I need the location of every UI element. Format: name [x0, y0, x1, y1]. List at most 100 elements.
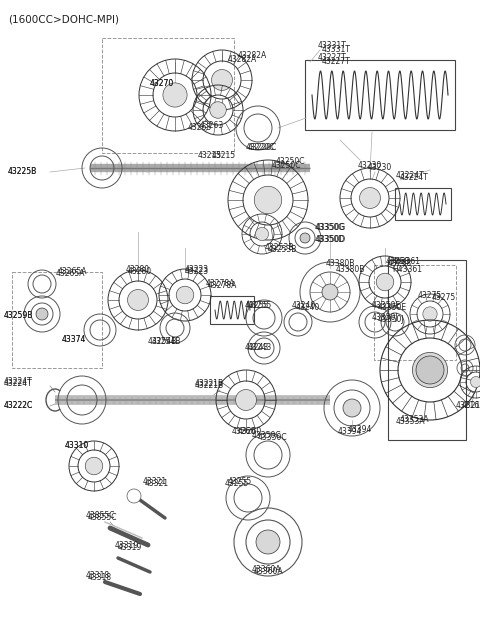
Text: 43350G: 43350G [316, 223, 346, 233]
Text: 43240: 43240 [292, 302, 316, 310]
Text: 43259B: 43259B [4, 312, 34, 320]
Text: 43350J: 43350J [372, 313, 398, 322]
Bar [374, 265, 456, 360]
Text: 43319: 43319 [118, 544, 142, 552]
Circle shape [128, 290, 148, 310]
Text: 43221B: 43221B [195, 381, 224, 391]
Text: 43255: 43255 [225, 480, 249, 488]
Text: 43350J: 43350J [378, 315, 405, 325]
Bar [210, 296, 254, 324]
Bar [12, 272, 102, 368]
Text: 43253B: 43253B [268, 246, 298, 254]
Text: 43216: 43216 [462, 401, 480, 411]
Text: 43222C: 43222C [4, 401, 33, 411]
Text: 43280: 43280 [128, 267, 152, 277]
Bar [388, 260, 466, 440]
Text: 43225B: 43225B [8, 167, 37, 177]
Text: 43350C: 43350C [258, 434, 288, 442]
Text: (1600CC>DOHC-MPI): (1600CC>DOHC-MPI) [8, 15, 119, 25]
Text: 43263: 43263 [188, 124, 212, 132]
Text: 43282A: 43282A [228, 55, 257, 65]
Text: 43353A: 43353A [396, 417, 426, 427]
Text: 43221B: 43221B [195, 379, 224, 389]
Text: 43278A: 43278A [206, 279, 235, 289]
Text: 43310: 43310 [65, 442, 89, 450]
Text: 43321: 43321 [143, 478, 167, 486]
Text: 43223: 43223 [185, 266, 209, 274]
Text: 43224T: 43224T [396, 170, 425, 180]
Bar [305, 60, 455, 130]
Circle shape [85, 457, 103, 475]
Text: 43280: 43280 [126, 266, 150, 274]
Text: 43243: 43243 [245, 343, 269, 353]
Text: 43223: 43223 [185, 267, 209, 277]
Text: 43265A: 43265A [58, 267, 87, 277]
Text: H43361: H43361 [392, 266, 422, 274]
Text: 43215: 43215 [212, 152, 236, 160]
Text: 43319: 43319 [115, 542, 139, 550]
Text: 43250C: 43250C [272, 162, 301, 170]
Text: 43353A: 43353A [400, 415, 430, 424]
Text: 43350D: 43350D [315, 236, 345, 244]
Text: 43350E: 43350E [378, 304, 407, 312]
Text: 43350C: 43350C [252, 432, 282, 440]
Text: 43270: 43270 [150, 78, 174, 88]
Text: 43224T: 43224T [4, 379, 33, 388]
Text: 43310: 43310 [65, 442, 89, 450]
Text: 43260: 43260 [232, 427, 256, 437]
Text: 43350G: 43350G [315, 223, 345, 233]
Circle shape [163, 83, 187, 107]
Text: 43227T: 43227T [322, 57, 351, 67]
Text: 43253B: 43253B [265, 243, 294, 253]
Text: 43275: 43275 [418, 292, 442, 300]
Text: 43250C: 43250C [276, 157, 305, 167]
Text: 43321: 43321 [145, 480, 169, 488]
Text: 43227T: 43227T [318, 53, 347, 62]
Circle shape [343, 399, 361, 417]
Text: 43254B: 43254B [148, 338, 178, 346]
Text: 43350E: 43350E [372, 302, 401, 310]
Text: 43265A: 43265A [56, 269, 85, 279]
Text: 43225B: 43225B [8, 167, 37, 177]
Text: 43360A: 43360A [252, 565, 282, 575]
Text: 43230: 43230 [368, 164, 392, 172]
Text: 43275: 43275 [432, 294, 456, 302]
Text: 43374: 43374 [62, 335, 86, 345]
Text: 43394: 43394 [348, 425, 372, 435]
Text: 43216: 43216 [456, 401, 480, 411]
Text: H43361: H43361 [390, 258, 420, 266]
Text: 43258: 43258 [388, 259, 412, 267]
Text: 43374: 43374 [62, 335, 86, 345]
Text: 43220C: 43220C [246, 144, 276, 152]
Text: 43258: 43258 [386, 256, 410, 266]
Circle shape [212, 70, 232, 90]
Circle shape [376, 273, 394, 291]
Circle shape [423, 307, 437, 321]
Text: 43331T: 43331T [318, 42, 347, 50]
Text: 43318: 43318 [88, 573, 112, 582]
Bar [102, 38, 234, 153]
Text: 43263: 43263 [200, 121, 224, 131]
Text: 43380B: 43380B [326, 259, 355, 269]
Circle shape [176, 286, 194, 304]
Text: 43254B: 43254B [152, 338, 181, 346]
Text: 43282A: 43282A [238, 50, 267, 60]
Circle shape [470, 376, 480, 388]
Bar [395, 188, 451, 220]
Circle shape [255, 228, 269, 241]
Circle shape [322, 284, 338, 300]
Circle shape [412, 353, 447, 388]
Circle shape [300, 233, 310, 243]
Circle shape [360, 188, 381, 208]
Text: 43380B: 43380B [336, 266, 365, 274]
Circle shape [416, 356, 444, 384]
Text: 43318: 43318 [86, 572, 110, 580]
Text: 43240: 43240 [296, 304, 320, 312]
Text: 43855C: 43855C [86, 511, 116, 521]
Text: 43350D: 43350D [316, 236, 346, 244]
Text: 43255: 43255 [248, 302, 272, 310]
Text: 43260: 43260 [238, 427, 262, 437]
Text: 43331T: 43331T [322, 45, 351, 55]
Text: 43215: 43215 [198, 151, 222, 159]
Text: 43220C: 43220C [248, 144, 277, 152]
